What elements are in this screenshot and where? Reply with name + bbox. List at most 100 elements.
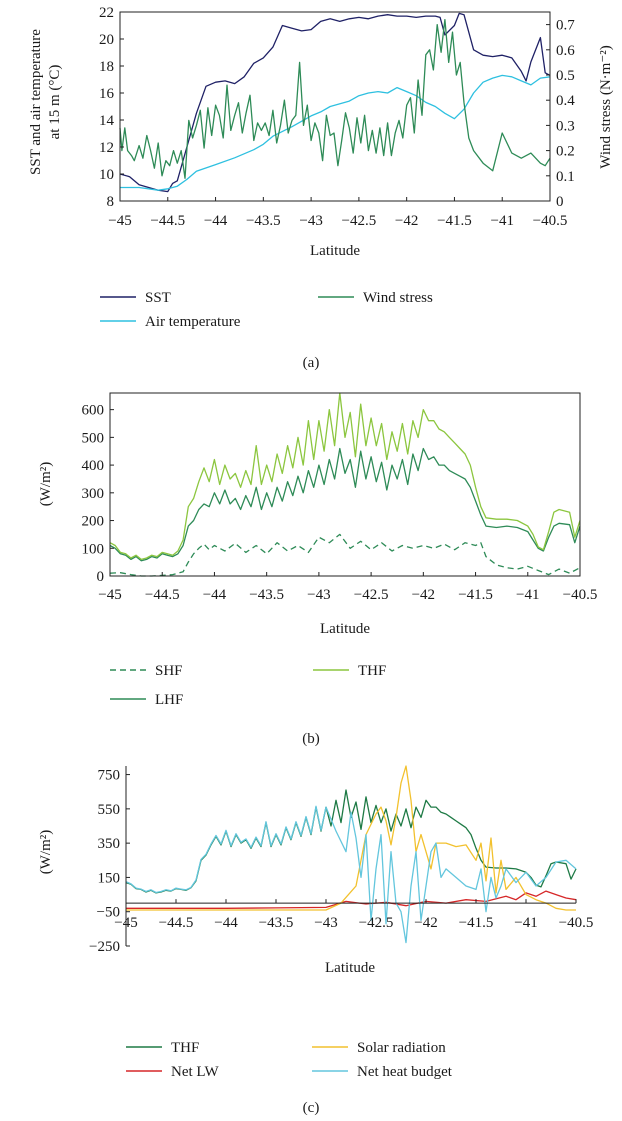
panel-a-caption: (a) bbox=[303, 355, 320, 371]
panel-a-x-tick-label: −42 bbox=[395, 213, 418, 229]
panel-a-x-ticks: −45 −44.5 −44 −43.5 −43 −42.5 −42 −41.5 −41 −40.5 bbox=[108, 197, 567, 229]
panel-a-y-tick-label: 16 bbox=[99, 86, 115, 102]
panel-c-x-tick-label: −43 bbox=[314, 915, 337, 931]
legend-label-wind-stress: Wind stress bbox=[363, 290, 433, 306]
panel-b-x-ticks: −45 −44.5 −44 −43.5 −43 −42.5 −42 −41.5 −41 −40.5 bbox=[98, 572, 597, 603]
panel-a-x-tick-label: −40.5 bbox=[533, 213, 568, 229]
panel-c-x-tick-label: −41.5 bbox=[459, 915, 494, 931]
panel-c-y-tick-label: 550 bbox=[98, 802, 121, 818]
panel-c-y-ticks: −250 −50 150 350 550 750 bbox=[89, 768, 130, 955]
panel-a-x-tick-label: −42.5 bbox=[342, 213, 377, 229]
panel-c-series-net-heat-budget bbox=[125, 805, 577, 944]
panel-a-y2-tick-label: 0.5 bbox=[556, 68, 575, 84]
panel-b-y-ticks: 0 100 200 300 400 500 600 bbox=[82, 403, 114, 585]
panel-c-x-tick-label: −43.5 bbox=[259, 915, 294, 931]
panel-b-ylabel: (W/m²) bbox=[38, 462, 54, 506]
panel-b-x-tick-label: −41 bbox=[516, 587, 539, 603]
panel-a-y-tick-label: 8 bbox=[107, 194, 115, 210]
panel-b-y-tick-label: 500 bbox=[82, 430, 105, 446]
panel-c-x-tick-label: −45 bbox=[114, 915, 137, 931]
panel-b-x-tick-label: −43.5 bbox=[249, 587, 284, 603]
panel-b-x-tick-label: −42.5 bbox=[354, 587, 389, 603]
panel-c-series-net-lw bbox=[126, 890, 577, 909]
panel-b-x-tick-label: −45 bbox=[98, 587, 121, 603]
panel-b-y-tick-label: 0 bbox=[97, 569, 105, 585]
panel-b-y-tick-label: 300 bbox=[82, 486, 105, 502]
panel-a-x-tick-label: −41 bbox=[490, 213, 513, 229]
panel-a-frame bbox=[119, 11, 551, 202]
panel-b-x-tick-label: −41.5 bbox=[458, 587, 493, 603]
panel-c-x-tick-label: −42 bbox=[414, 915, 437, 931]
panel-c-x-tick-label: −42.5 bbox=[359, 915, 394, 931]
legend-label-solar-radiation: Solar radiation bbox=[357, 1040, 446, 1056]
legend-label-net-heat-budget: Net heat budget bbox=[357, 1064, 453, 1080]
panel-a-ylabel-line1: SST and air temperature bbox=[28, 29, 44, 175]
panel-a-y-tick-label: 22 bbox=[99, 5, 114, 21]
panel-a-y-ticks: 8 10 12 14 16 18 20 22 bbox=[99, 5, 124, 210]
panel-b-x-tick-label: −42 bbox=[412, 587, 435, 603]
panel-c-caption: (c) bbox=[303, 1100, 320, 1116]
panel-a-y2-tick-label: 0.1 bbox=[556, 169, 575, 185]
legend-label-air-temperature: Air temperature bbox=[145, 314, 241, 330]
panel-a-x-tick-label: −44.5 bbox=[150, 213, 185, 229]
panel-c-y-tick-label: −250 bbox=[89, 939, 120, 955]
panel-b-frame bbox=[109, 392, 581, 577]
panel-a-y2-tick-label: 0 bbox=[556, 194, 564, 210]
panel-b-legend: SHF THF LHF bbox=[110, 663, 386, 708]
panel-a-y2-ticks: 0 0.1 0.2 0.3 0.4 0.5 0.6 0.7 bbox=[546, 18, 575, 210]
panel-a-series-wind-stress bbox=[119, 18, 551, 179]
panel-a-y-tick-label: 10 bbox=[99, 167, 114, 183]
panel-a-y2-tick-label: 0.2 bbox=[556, 144, 575, 160]
panel-c-xlabel: Latitude bbox=[325, 960, 375, 976]
legend-label-net-lw: Net LW bbox=[171, 1064, 219, 1080]
legend-label-shf: SHF bbox=[155, 663, 183, 679]
panel-a-y2-tick-label: 0.4 bbox=[556, 93, 575, 109]
panel-b-y-tick-label: 600 bbox=[82, 403, 105, 419]
panel-a-y2-tick-label: 0.7 bbox=[556, 18, 575, 34]
panel-c-y-tick-label: 350 bbox=[98, 836, 121, 852]
panel-b-series-shf bbox=[109, 533, 581, 577]
legend-label-thf: THF bbox=[358, 663, 386, 679]
panel-a-y2-tick-label: 0.3 bbox=[556, 118, 575, 134]
panel-a-series-sst bbox=[119, 12, 551, 193]
panel-a-x-tick-label: −41.5 bbox=[437, 213, 472, 229]
panel-b: −45 −44.5 −44 −43.5 −43 −42.5 −42 −41.5 −41 −40.5… bbox=[38, 392, 597, 747]
panel-a-y-tick-label: 14 bbox=[99, 113, 115, 129]
panel-b-y-tick-label: 200 bbox=[82, 514, 105, 530]
panel-c-y-tick-label: 150 bbox=[98, 870, 121, 886]
panel-b-xlabel: Latitude bbox=[320, 621, 370, 637]
panel-c: −45 −44.5 −44 −43.5 −43 −42.5 −42 −41.5 −41 −40.5… bbox=[38, 765, 593, 1116]
panel-a-plot-area bbox=[119, 12, 551, 193]
panel-c-x-ticks: −45 −44.5 −44 −43.5 −43 −42.5 −42 −41.5 −41 −40.5 bbox=[114, 899, 593, 931]
panel-c-y-tick-label: 750 bbox=[98, 768, 121, 784]
panel-a-xlabel: Latitude bbox=[310, 243, 360, 259]
legend-label-lhf: LHF bbox=[155, 692, 183, 708]
panel-a-x-tick-label: −45 bbox=[108, 213, 131, 229]
panel-b-series-lhf bbox=[109, 447, 581, 562]
panel-a: −45 −44.5 −44 −43.5 −43 −42.5 −42 −41.5 −41 −40.5… bbox=[28, 5, 614, 371]
panel-b-x-tick-label: −44.5 bbox=[145, 587, 180, 603]
panel-a-legend: SST Wind stress Air temperature bbox=[100, 290, 433, 330]
panel-c-x-tick-label: −44 bbox=[214, 915, 238, 931]
panel-a-ylabel-line2: at 15 m (°C) bbox=[47, 65, 63, 140]
panel-c-x-tick-label: −41 bbox=[514, 915, 537, 931]
panel-a-x-tick-label: −43.5 bbox=[246, 213, 281, 229]
panel-a-y-tick-label: 20 bbox=[99, 32, 114, 48]
panel-b-x-tick-label: −43 bbox=[307, 587, 330, 603]
panel-a-ylabel-right: Wind stress (N·m⁻²) bbox=[598, 45, 614, 168]
panel-c-ylabel: (W/m²) bbox=[38, 830, 54, 874]
panel-b-y-tick-label: 400 bbox=[82, 458, 105, 474]
panel-c-legend: THF Solar radiation Net LW Net heat budg… bbox=[126, 1040, 453, 1080]
legend-label-thf-c: THF bbox=[171, 1040, 199, 1056]
panel-b-x-tick-label: −40.5 bbox=[563, 587, 598, 603]
panel-b-series-thf bbox=[109, 392, 581, 561]
panel-a-x-tick-label: −43 bbox=[299, 213, 322, 229]
panel-b-plot-area bbox=[109, 392, 581, 577]
panel-c-y-tick-label: −50 bbox=[97, 905, 120, 921]
panel-c-x-tick-label: −44.5 bbox=[159, 915, 194, 931]
legend-label-sst: SST bbox=[145, 290, 171, 306]
panel-b-y-tick-label: 100 bbox=[82, 541, 105, 557]
panel-a-series-air-temperature bbox=[120, 74, 551, 191]
panel-a-x-tick-label: −44 bbox=[204, 213, 228, 229]
